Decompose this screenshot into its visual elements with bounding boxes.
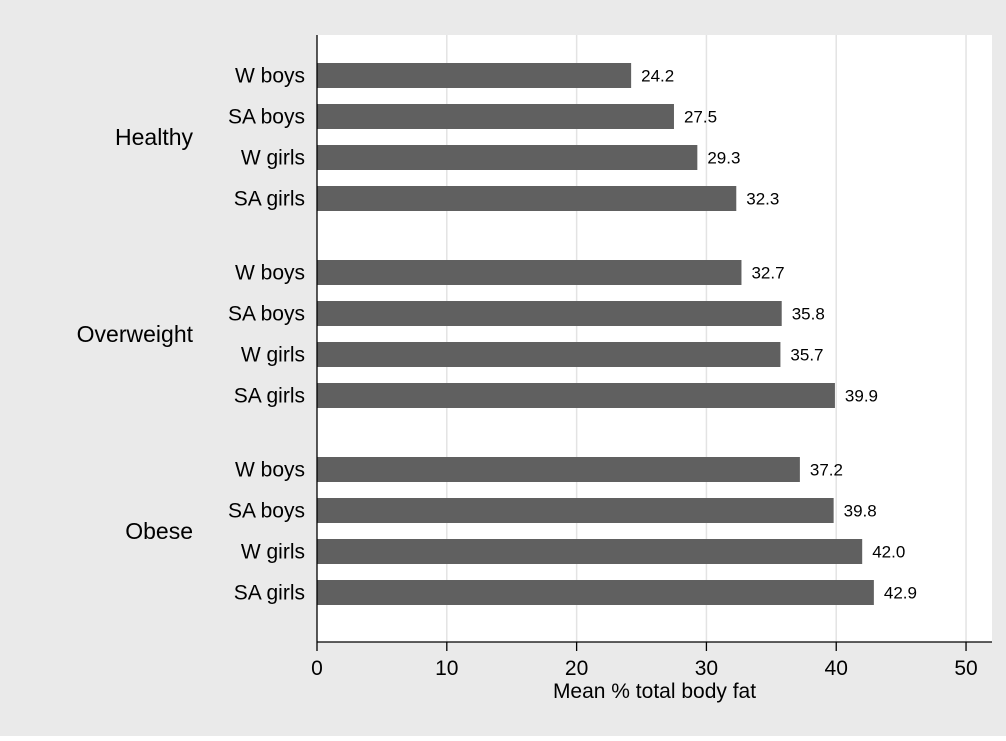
bar-category-label: SA boys xyxy=(228,500,305,523)
bar-value-label: 29.3 xyxy=(707,149,740,168)
x-tick-label: 20 xyxy=(565,657,588,680)
axes: 0 10 20 30 40 50 xyxy=(311,35,992,680)
bar-category-label: W girls xyxy=(241,344,305,367)
bar-value-label: 39.8 xyxy=(844,502,877,521)
group-label: Obese xyxy=(125,518,193,544)
bar-value-label: 32.7 xyxy=(751,264,784,283)
bar-category-label: W boys xyxy=(235,262,305,285)
x-tick-label: 30 xyxy=(695,657,718,680)
bar-value-label: 35.7 xyxy=(790,346,823,365)
bar-value-label: 42.9 xyxy=(884,584,917,603)
bar xyxy=(317,383,835,408)
bar xyxy=(317,457,800,482)
x-tick-label: 50 xyxy=(954,657,977,680)
x-tick-label: 40 xyxy=(825,657,848,680)
x-tick-label: 0 xyxy=(311,657,323,680)
bar-value-label: 42.0 xyxy=(872,543,905,562)
bar-category-label: SA boys xyxy=(228,303,305,326)
bar xyxy=(317,580,874,605)
bar xyxy=(317,539,863,564)
bar-value-label: 32.3 xyxy=(746,190,779,209)
bar-value-label: 24.2 xyxy=(641,67,674,86)
x-axis-title: Mean % total body fat xyxy=(553,680,756,703)
bar xyxy=(317,498,834,523)
bar-value-label: 27.5 xyxy=(684,108,717,127)
bar-category-label: W girls xyxy=(241,147,305,170)
bar xyxy=(317,63,632,88)
bar xyxy=(317,342,781,367)
group-label: Overweight xyxy=(77,321,194,347)
bar-category-label: W girls xyxy=(241,541,305,564)
bar-value-label: 35.8 xyxy=(792,305,825,324)
bar-category-label: W boys xyxy=(235,65,305,88)
x-tick-label: 10 xyxy=(435,657,458,680)
bar-category-label: W boys xyxy=(235,459,305,482)
bars: 24.2 27.5 29.3 32.3 32.7 35.8 35.7 39.9 37.2 39.8… xyxy=(317,63,917,605)
bar xyxy=(317,186,737,211)
bar xyxy=(317,104,674,129)
bar-value-label: 37.2 xyxy=(810,461,843,480)
bar-category-label: SA girls xyxy=(234,188,305,211)
group-label: Healthy xyxy=(115,124,193,150)
bar-category-label: SA boys xyxy=(228,106,305,129)
bar xyxy=(317,145,698,170)
bar xyxy=(317,260,742,285)
bar-category-label: SA girls xyxy=(234,582,305,605)
bar-category-label: SA girls xyxy=(234,385,305,408)
bar xyxy=(317,301,782,326)
bar-value-label: 39.9 xyxy=(845,387,878,406)
category-labels: W boys SA boys W girls SA girls Healthy W boy… xyxy=(77,65,305,605)
